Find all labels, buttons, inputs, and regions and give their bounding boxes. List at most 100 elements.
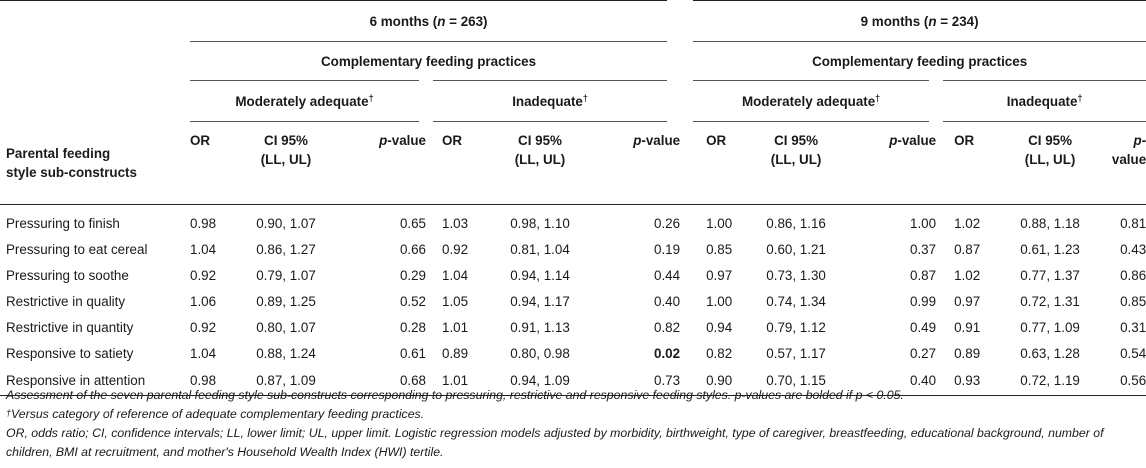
table-cell: 0.40: [850, 366, 937, 396]
table-cell: 0.86: [1120, 268, 1146, 283]
table-cell: 0.28: [399, 320, 426, 335]
results-table: 6 months (n = 263) 9 months (n = 234) Co…: [0, 0, 1146, 396]
table-cell: 0.98, 1.10: [510, 216, 570, 231]
group-header-9-months: 9 months (n = 234): [667, 0, 1146, 42]
table-cell: 0.79, 1.12: [766, 320, 826, 335]
table-cell: 0.54: [1120, 346, 1146, 361]
table-cell: 0.87: [954, 242, 981, 257]
table-cell: 0.87, 1.09: [232, 366, 340, 396]
table-cell: 0.90: [680, 366, 743, 396]
table-row: Restrictive in quantity 0.92 0.80, 1.07 0.2…: [0, 315, 1146, 341]
table-cell: 0.90, 1.07: [256, 216, 316, 231]
table-footnotes: Assessment of the seven parental feeding…: [6, 386, 1140, 462]
table-cell: 0.65: [399, 216, 426, 231]
col-ci: CI 95% (LL, UL): [742, 121, 851, 205]
table-cell: 0.31: [1120, 320, 1146, 335]
table-cell: 0.82: [654, 320, 681, 335]
subgroup-inadequate-6m: Inadequate†: [426, 80, 681, 122]
table-cell: 0.91: [954, 320, 981, 335]
table-row: Pressuring to soothe 0.92 0.79, 1.07 0.29 1.…: [0, 263, 1146, 289]
table-cell: 0.61, 1.23: [1020, 242, 1080, 257]
table-cell: 0.98: [190, 216, 217, 231]
col-or: OR: [190, 121, 232, 205]
row-label: Pressuring to soothe: [6, 268, 129, 283]
table-cell: 0.81, 1.04: [510, 242, 570, 257]
table-cell: 0.60, 1.21: [766, 242, 826, 257]
footnote-line: Assessment of the seven parental feeding…: [6, 388, 904, 402]
table-cell: 0.44: [654, 268, 681, 283]
table-cell: 0.79, 1.07: [256, 268, 316, 283]
table-cell: 0.43: [1120, 242, 1146, 257]
col-p: p-value: [850, 121, 937, 205]
table-row: Responsive in attention 0.98 0.87, 1.09 0.6…: [0, 366, 1146, 396]
practices-header-6m: Complementary feeding practices: [190, 41, 681, 81]
footnote-line: †Versus category of reference of adequat…: [6, 407, 425, 421]
table-cell: 1.05: [442, 294, 469, 309]
row-label: Pressuring to eat cereal: [6, 242, 148, 257]
table-cell: 0.68: [340, 366, 426, 396]
table-cell: 1.06: [190, 294, 217, 309]
table-cell: 1.04: [190, 242, 217, 257]
row-label: Restrictive in quantity: [6, 320, 134, 335]
table-cell: 1.00: [706, 216, 733, 231]
table-cell: 1.02: [954, 268, 981, 283]
table-cell: 0.37: [910, 242, 937, 257]
row-label: Restrictive in quality: [6, 294, 126, 309]
table-cell: 0.27: [910, 346, 937, 361]
table-cell: 0.89, 1.25: [256, 294, 316, 309]
table-cell: 0.73: [594, 366, 681, 396]
table-cell: 0.77, 1.37: [1020, 268, 1080, 283]
table-cell: 0.66: [399, 242, 426, 257]
table-cell: 1.04: [190, 346, 217, 361]
col-or: OR: [426, 121, 486, 205]
table-cell: 0.91, 1.13: [510, 320, 570, 335]
table-cell: 0.94, 1.17: [510, 294, 570, 309]
table-cell: 0.02: [654, 346, 681, 361]
table-cell: 0.73, 1.30: [766, 268, 826, 283]
table-row: Restrictive in quality 1.06 0.89, 1.25 0.52…: [0, 289, 1146, 315]
group-header-6-months: 6 months (n = 263): [190, 0, 681, 42]
footnote-line: OR, odds ratio; CI, confidence intervals…: [6, 426, 1104, 459]
col-or: OR: [680, 121, 743, 205]
table-cell: 0.61: [399, 346, 426, 361]
row-label: Responsive in attention: [0, 366, 190, 396]
col-p: p-value: [1104, 121, 1146, 205]
table-cell: 0.72, 1.19: [996, 366, 1105, 396]
table-cell: 1.00: [910, 216, 937, 231]
table-cell: 0.49: [910, 320, 937, 335]
table-cell: 1.02: [954, 216, 981, 231]
col-ci: CI 95% (LL, UL): [996, 121, 1105, 205]
subgroup-inadequate-9m: Inadequate†: [936, 80, 1146, 122]
table-cell: 1.03: [442, 216, 469, 231]
table-cell: 0.29: [399, 268, 426, 283]
col-p: p-value: [594, 121, 681, 205]
col-or: OR: [936, 121, 997, 205]
table-cell: 0.94, 1.14: [510, 268, 570, 283]
col-ci: CI 95% (LL, UL): [232, 121, 340, 205]
table-cell: 1.01: [426, 366, 486, 396]
table-row: Pressuring to finish 0.98 0.90, 1.07 0.65 1.…: [0, 211, 1146, 237]
row-header: Parental feeding style sub-constructs: [0, 121, 190, 205]
table-cell: 0.72, 1.31: [1020, 294, 1080, 309]
table-cell: 0.85: [706, 242, 733, 257]
table-cell: 0.56: [1104, 366, 1146, 396]
table-cell: 0.89: [442, 346, 469, 361]
table-cell: 0.77, 1.09: [1020, 320, 1080, 335]
table-cell: 0.94, 1.09: [486, 366, 594, 396]
row-label: Responsive to satiety: [6, 346, 134, 361]
table-cell: 0.40: [654, 294, 681, 309]
table-cell: 0.88, 1.18: [1020, 216, 1080, 231]
table-cell: 0.88, 1.24: [256, 346, 316, 361]
table-cell: 0.98: [190, 366, 232, 396]
table-row: Pressuring to eat cereal 1.04 0.86, 1.27 0.…: [0, 237, 1146, 263]
table-cell: 0.70, 1.15: [742, 366, 851, 396]
subgroup-moderately-adequate-6m: Moderately adequate†: [190, 80, 433, 122]
table-cell: 0.86, 1.16: [766, 216, 826, 231]
table-body: Pressuring to finish 0.98 0.90, 1.07 0.65 1.…: [0, 204, 1146, 396]
table-cell: 0.86, 1.27: [256, 242, 316, 257]
table-cell: 0.63, 1.28: [1020, 346, 1080, 361]
table-cell: 1.01: [442, 320, 469, 335]
practices-header-9m: Complementary feeding practices: [667, 41, 1146, 81]
subgroup-moderately-adequate-9m: Moderately adequate†: [667, 80, 944, 122]
